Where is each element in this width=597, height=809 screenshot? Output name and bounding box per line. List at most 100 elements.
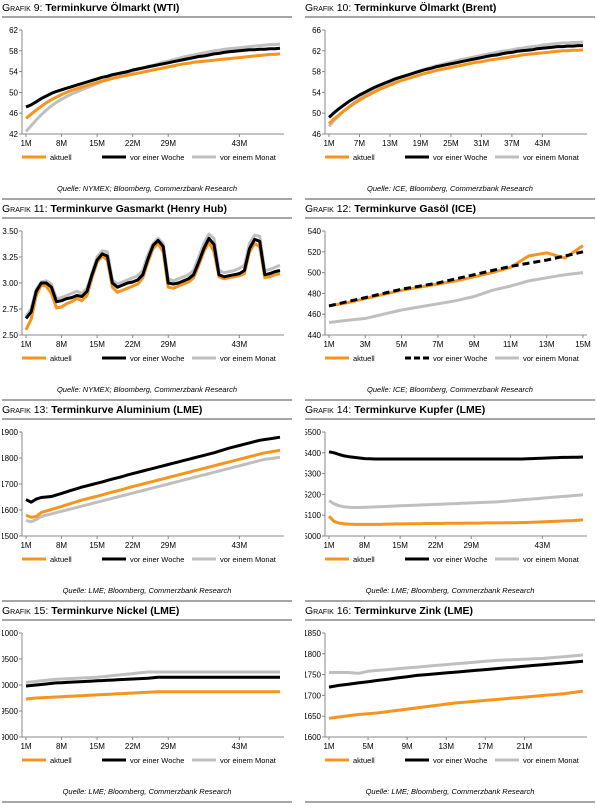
- series-line: [328, 493, 584, 509]
- chart-number: Grafik 15:: [2, 605, 49, 617]
- x-tick-label: 9M: [402, 742, 413, 751]
- y-tick-label: 5100: [305, 511, 322, 520]
- y-tick-label: 66: [312, 26, 321, 35]
- y-tick-label: 1600: [2, 506, 19, 515]
- x-tick-label: 43M: [232, 139, 248, 148]
- line-chart: 9000 9500 10000 10500 11000 1M 8M 15M 22M 29M 43M a…: [2, 629, 284, 765]
- chart-title: Grafik 12: Terminkurve Gasöl (ICE): [305, 203, 476, 215]
- chart-source: Quelle: NYMEX; Bloomberg, Commerzbank Re…: [56, 184, 238, 193]
- x-tick-label: 29M: [160, 340, 176, 349]
- chart-title-text: Terminkurve Gasöl (ICE): [354, 203, 476, 215]
- x-tick-label: 7M: [432, 340, 443, 349]
- legend-label: vor einer Woche: [130, 756, 184, 765]
- y-tick-label: 62: [312, 47, 321, 56]
- legend-label: vor einer Woche: [130, 153, 184, 162]
- chart-title: Grafik 14: Terminkurve Kupfer (LME): [305, 404, 485, 416]
- bottom-rule: [2, 801, 292, 803]
- legend-label: vor einem Monat: [523, 153, 580, 162]
- x-tick-label: 13M: [539, 340, 555, 349]
- x-tick-label: 8M: [359, 541, 370, 550]
- x-tick-label: 43M: [232, 742, 248, 751]
- legend-label: vor einem Monat: [220, 555, 277, 564]
- series-line: [25, 675, 280, 688]
- chart-panel: Grafik 15: Terminkurve Nickel (LME) 9000 9…: [2, 605, 292, 803]
- x-tick-label: 17M: [478, 742, 494, 751]
- line-chart: 440 460 480 500 520 540 1M 3M 5M 7M 9M 11M 13M 15M akt…: [308, 227, 591, 363]
- series-line: [25, 455, 281, 524]
- legend-label: vor einer Woche: [130, 354, 184, 363]
- y-tick-label: 46: [312, 130, 321, 139]
- series-line: [328, 450, 584, 461]
- chart-title: Grafik 15: Terminkurve Nickel (LME): [2, 605, 179, 617]
- chart-panel: Grafik 9: Terminkurve Ölmarkt (WTI) 42 46 5…: [2, 2, 292, 200]
- x-tick-label: 5M: [363, 742, 374, 751]
- series-line: [25, 46, 281, 109]
- x-tick-label: 8M: [56, 139, 67, 148]
- chart-title: Grafik 10: Terminkurve Ölmarkt (Brent): [305, 2, 496, 14]
- y-tick-label: 440: [308, 331, 322, 340]
- chart-title: Grafik 9: Terminkurve Ölmarkt (WTI): [2, 2, 179, 14]
- series-line: [25, 670, 280, 684]
- x-tick-label: 22M: [125, 340, 141, 349]
- legend-label: aktuell: [353, 153, 375, 162]
- series-line: [25, 690, 280, 701]
- x-tick-label: 5M: [396, 340, 407, 349]
- series-line: [328, 659, 584, 689]
- x-tick-label: 43M: [232, 541, 248, 550]
- chart-title-text: Terminkurve Aluminium (LME): [51, 404, 203, 416]
- series-line: [25, 448, 281, 519]
- chart-panel: Grafik 11: Terminkurve Gasmarkt (Henry H…: [2, 203, 292, 401]
- y-tick-label: 5500: [305, 428, 322, 437]
- chart-title-text: Terminkurve Ölmarkt (Brent): [354, 2, 497, 14]
- x-tick-label: 15M: [575, 340, 591, 349]
- y-tick-label: 5300: [305, 470, 322, 479]
- y-tick-label: 1800: [2, 454, 19, 463]
- x-tick-label: 29M: [160, 139, 176, 148]
- x-tick-label: 29M: [160, 541, 176, 550]
- bottom-rule: [2, 198, 292, 200]
- y-tick-label: 1800: [305, 650, 322, 659]
- x-tick-label: 13M: [438, 742, 454, 751]
- series-line: [328, 689, 584, 720]
- legend-label: aktuell: [353, 354, 375, 363]
- y-tick-label: 1700: [2, 480, 19, 489]
- legend-label: aktuell: [353, 555, 375, 564]
- x-tick-label: 37M: [504, 139, 520, 148]
- line-chart: 1500 1600 1700 1800 1900 1M 8M 15M 22M 29M 43M aktu…: [2, 428, 284, 564]
- legend-label: vor einem Monat: [220, 354, 277, 363]
- chart-panel: Grafik 14: Terminkurve Kupfer (LME) 5000 5…: [305, 404, 595, 602]
- bottom-rule: [305, 399, 595, 401]
- series-line: [25, 52, 281, 120]
- series-line: [24, 236, 281, 320]
- y-tick-label: 2.50: [2, 331, 18, 340]
- series-line: [328, 271, 584, 324]
- line-chart: 2.50 2.75 3.00 3.25 3.50 1M 8M 15M 22M 29M 43M aktu…: [2, 227, 284, 363]
- y-tick-label: 5000: [305, 532, 322, 541]
- legend-label: vor einem Monat: [523, 354, 580, 363]
- chart-title: Grafik 11: Terminkurve Gasmarkt (Henry H…: [2, 203, 227, 215]
- x-tick-label: 43M: [232, 340, 248, 349]
- legend-label: vor einer Woche: [130, 555, 184, 564]
- x-tick-label: 1M: [20, 541, 31, 550]
- series-line: [327, 44, 583, 119]
- title-rule: [305, 16, 595, 18]
- chart-title-text: Terminkurve Gasmarkt (Henry Hub): [50, 203, 228, 215]
- x-tick-label: 1M: [323, 340, 334, 349]
- y-tick-label: 1500: [2, 532, 19, 541]
- y-tick-label: 5200: [305, 490, 322, 499]
- y-tick-label: 5400: [305, 449, 322, 458]
- x-tick-label: 11M: [503, 340, 518, 349]
- x-tick-label: 29M: [463, 541, 479, 550]
- chart-number: Grafik 13:: [2, 404, 49, 416]
- chart-title: Grafik 13: Terminkurve Aluminium (LME): [2, 404, 202, 416]
- x-tick-label: 1M: [20, 139, 31, 148]
- x-tick-label: 7M: [354, 139, 365, 148]
- bottom-rule: [305, 198, 595, 200]
- chart-number: Grafik 9:: [2, 2, 43, 14]
- x-tick-label: 13M: [382, 139, 398, 148]
- chart-panel: Grafik 13: Terminkurve Aluminium (LME) 15…: [2, 404, 292, 602]
- y-tick-label: 46: [9, 109, 18, 118]
- chart-source: Quelle: NYMEX; Bloomberg, Commerzbank Re…: [56, 385, 238, 394]
- x-tick-label: 8M: [56, 742, 67, 751]
- x-tick-label: 29M: [160, 742, 176, 751]
